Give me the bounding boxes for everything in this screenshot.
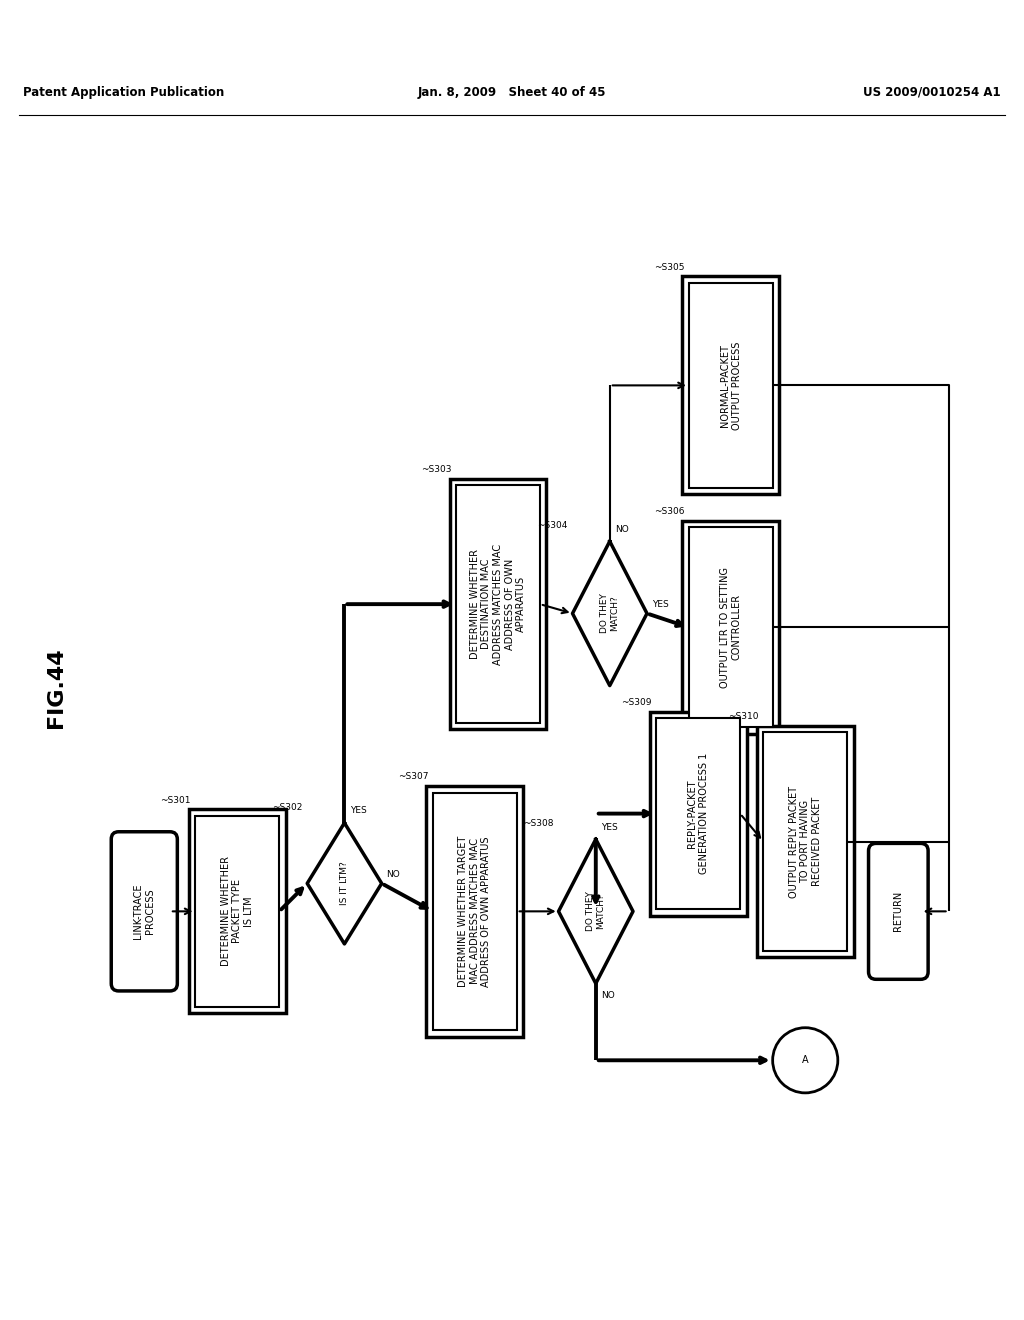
Text: Jan. 8, 2009   Sheet 40 of 45: Jan. 8, 2009 Sheet 40 of 45 [418, 86, 606, 99]
FancyBboxPatch shape [650, 711, 746, 916]
Polygon shape [558, 840, 633, 983]
Text: ~S304: ~S304 [538, 521, 568, 531]
Text: NO: NO [615, 525, 629, 533]
Text: RETURN: RETURN [893, 891, 903, 932]
Text: DO THEY
MATCH?: DO THEY MATCH? [600, 594, 620, 634]
Text: YES: YES [651, 599, 669, 609]
FancyBboxPatch shape [682, 276, 779, 494]
Text: ~S302: ~S302 [272, 803, 302, 812]
Text: LINK-TRACE
PROCESS: LINK-TRACE PROCESS [133, 883, 155, 939]
FancyBboxPatch shape [689, 282, 773, 488]
FancyBboxPatch shape [433, 792, 517, 1030]
Text: ~S309: ~S309 [622, 698, 651, 708]
Text: NORMAL-PACKET
OUTPUT PROCESS: NORMAL-PACKET OUTPUT PROCESS [720, 341, 741, 429]
FancyBboxPatch shape [689, 528, 773, 727]
Text: ~S308: ~S308 [523, 818, 554, 828]
Text: NO: NO [386, 870, 400, 879]
Text: DETERMINE WHETHER
DESTINATION MAC
ADDRESS MATCHES MAC
ADDRESS OF OWN
APPARATUS: DETERMINE WHETHER DESTINATION MAC ADDRES… [470, 544, 526, 665]
FancyBboxPatch shape [426, 787, 523, 1036]
Text: ~S301: ~S301 [161, 796, 190, 805]
Text: US 2009/0010254 A1: US 2009/0010254 A1 [863, 86, 1000, 99]
FancyBboxPatch shape [112, 832, 177, 991]
FancyBboxPatch shape [189, 809, 286, 1014]
Text: ~S306: ~S306 [653, 507, 684, 516]
FancyBboxPatch shape [196, 816, 280, 1007]
Text: Patent Application Publication: Patent Application Publication [24, 86, 224, 99]
Text: YES: YES [350, 807, 367, 816]
Text: NO: NO [601, 991, 615, 1001]
FancyBboxPatch shape [757, 726, 854, 957]
Text: ~S307: ~S307 [397, 772, 428, 781]
Text: OUTPUT LTR TO SETTING
CONTROLLER: OUTPUT LTR TO SETTING CONTROLLER [720, 566, 741, 688]
FancyBboxPatch shape [450, 479, 547, 730]
Text: ~S305: ~S305 [653, 263, 684, 272]
Circle shape [773, 1028, 838, 1093]
Text: YES: YES [601, 822, 618, 832]
Polygon shape [572, 541, 647, 685]
FancyBboxPatch shape [868, 843, 928, 979]
FancyBboxPatch shape [682, 521, 779, 734]
Text: REPLY-PACKET
GENERATION PROCESS 1: REPLY-PACKET GENERATION PROCESS 1 [687, 752, 709, 874]
Text: OUTPUT REPLY PACKET
TO PORT HAVING
RECEIVED PACKET: OUTPUT REPLY PACKET TO PORT HAVING RECEI… [788, 785, 822, 898]
Text: FIG.44: FIG.44 [46, 648, 66, 729]
FancyBboxPatch shape [763, 733, 847, 950]
FancyBboxPatch shape [456, 486, 540, 723]
Text: A: A [802, 1055, 809, 1065]
Polygon shape [307, 822, 382, 944]
Text: ~S310: ~S310 [728, 711, 759, 721]
Text: DETERMINE WHETHER
PACKET TYPE
IS LTM: DETERMINE WHETHER PACKET TYPE IS LTM [221, 857, 254, 966]
Text: ~S303: ~S303 [421, 465, 452, 474]
Text: DO THEY
MATCH?: DO THEY MATCH? [586, 891, 605, 932]
Text: DETERMINE WHETHER TARGET
MAC ADDRESS MATCHES MAC
ADDRESS OF OWN APPARATUS: DETERMINE WHETHER TARGET MAC ADDRESS MAT… [458, 836, 492, 987]
Text: IS IT LTM?: IS IT LTM? [340, 862, 349, 906]
FancyBboxPatch shape [656, 718, 740, 909]
